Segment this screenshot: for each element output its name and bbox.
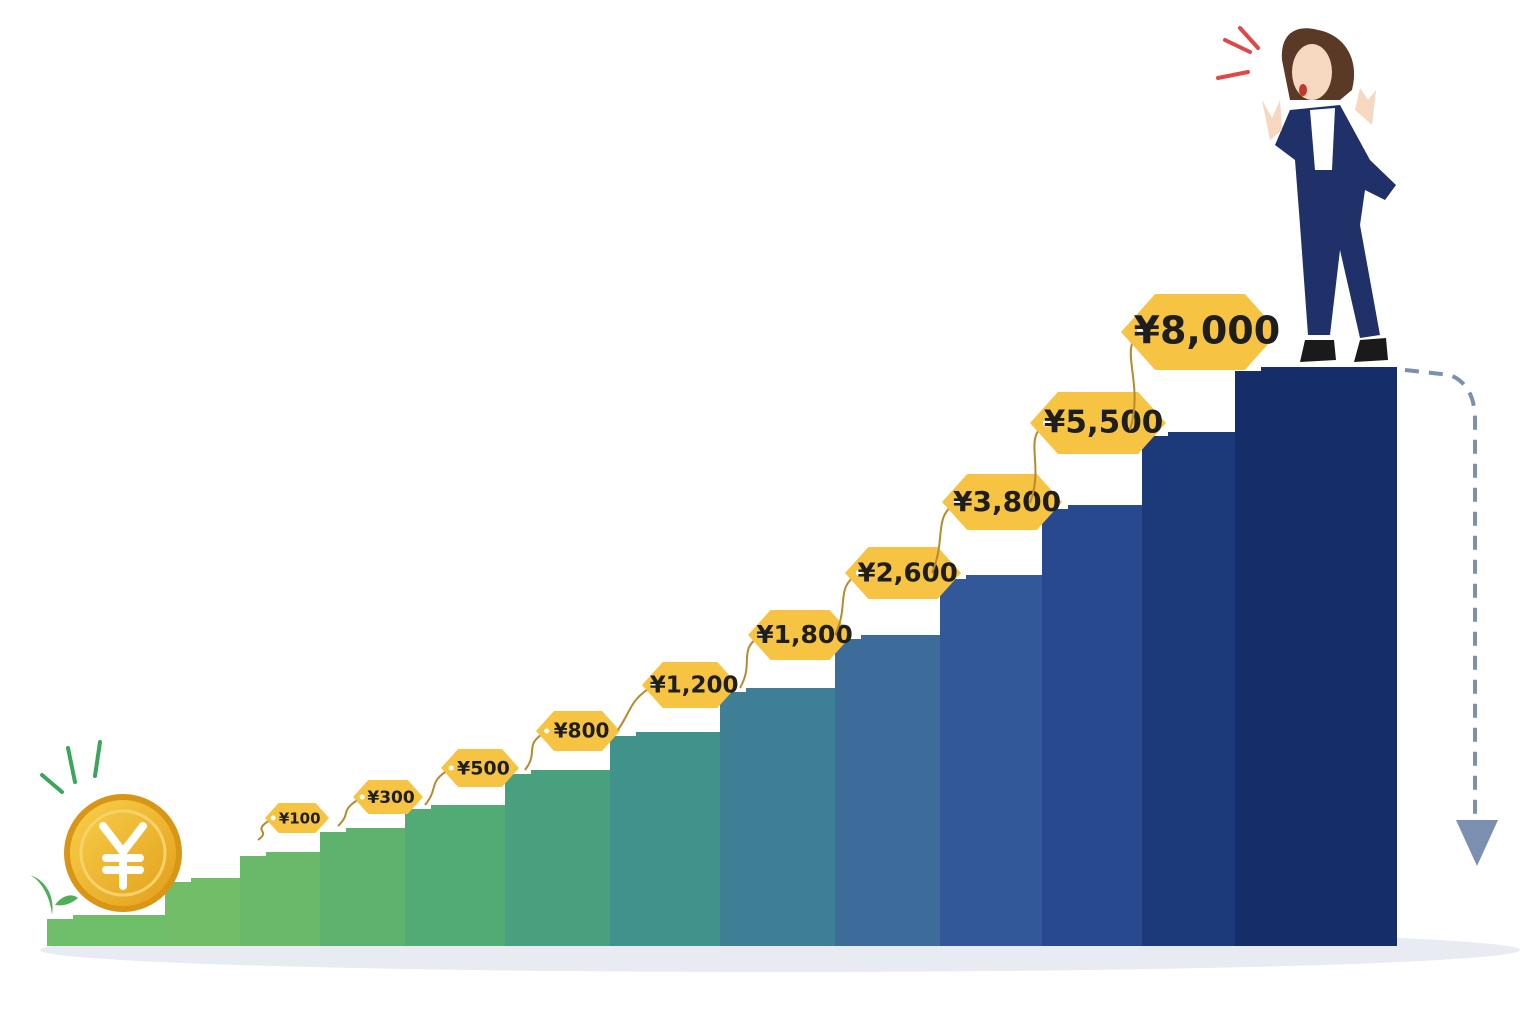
tag-hole (544, 728, 550, 734)
stair-edge (43, 915, 73, 919)
stair-edge (316, 828, 346, 832)
tag (1121, 294, 1279, 370)
tag-label: ¥2,600 (858, 559, 958, 589)
tag-hole (758, 632, 765, 638)
stair-edge (401, 805, 431, 809)
tag (942, 474, 1062, 530)
price-tags: ¥100 ¥300 ¥500 ¥800 ¥1,200 ¥1,800 ¥2,600 ¥3,800… (257, 294, 1281, 841)
tag-label: ¥1,800 (756, 620, 852, 649)
stair-edge (236, 852, 266, 856)
tag (441, 749, 519, 787)
stair-edge (161, 878, 191, 882)
tag-hole (448, 765, 454, 771)
stair-edge (1231, 367, 1261, 371)
tag-label: ¥100 (279, 810, 321, 828)
tag-hole (1136, 327, 1147, 337)
stair-edge (606, 732, 636, 736)
tag (353, 780, 423, 814)
tag-label: ¥3,800 (953, 485, 1061, 518)
tag (1030, 392, 1166, 454)
tag-hole (855, 569, 863, 577)
tag (748, 610, 852, 660)
tag-hole (359, 794, 365, 800)
tag-label: ¥1,200 (650, 673, 739, 699)
tag (642, 662, 738, 708)
yen-coin (30, 740, 182, 915)
tag-label: ¥5,500 (1044, 405, 1164, 441)
tag (536, 711, 620, 751)
tag (845, 547, 961, 599)
tag-label: ¥8,000 (1134, 309, 1281, 353)
tag-label: ¥800 (554, 719, 610, 743)
stair-step (1235, 367, 1397, 946)
tag-hole (651, 682, 658, 688)
surprised-woman (1216, 26, 1396, 362)
tag-hole (1043, 419, 1051, 427)
stair-edge (501, 770, 531, 774)
staircase (43, 367, 1397, 946)
tag-string (257, 817, 274, 841)
tag-label: ¥500 (457, 758, 510, 780)
tag-label: ¥300 (367, 788, 414, 808)
down-arrow (1404, 368, 1498, 866)
tag-hole (270, 815, 276, 821)
tag-hole (953, 498, 961, 506)
tag (265, 803, 329, 833)
